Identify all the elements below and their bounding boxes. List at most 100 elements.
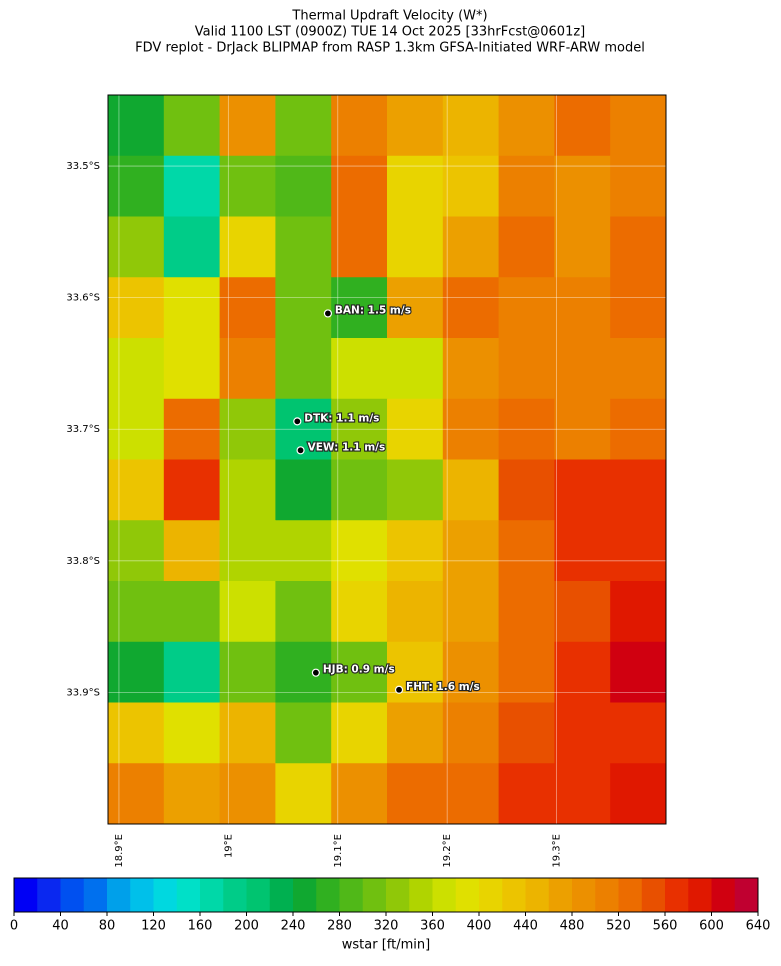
heat-cell [554,702,611,764]
colorbar-bin [734,878,759,912]
heat-cell [554,216,611,278]
heat-cell [442,581,500,643]
colorbar-bin [223,878,247,912]
heat-cell [610,581,667,643]
heat-cell [219,95,276,157]
colorbar-tick-label: 40 [52,919,69,934]
x-tick-label: 19°E [223,834,234,858]
heat-cell [275,702,332,764]
heat-cell [498,277,555,339]
heat-cell [442,459,500,521]
station-marker [394,685,404,694]
colorbar-bin [176,878,201,912]
colorbar-tick-label: 80 [99,919,116,934]
heat-cell [610,520,667,582]
heat-cell [442,702,500,764]
colorbar-bin [618,878,643,912]
colorbar-bin [386,878,410,912]
colorbar-bin [595,878,619,912]
x-tick-label: 19.3°E [552,834,563,868]
colorbar-tick-label: 640 [746,919,771,934]
colorbar-label: wstar [ft/min] [342,938,430,953]
heat-cell [108,155,165,217]
y-tick-label: 33.7°S [66,424,100,435]
heat-cell [554,581,611,643]
heat-cell [442,641,500,703]
heat-cell [498,338,555,400]
heat-cell [108,520,165,582]
heat-cell [163,95,221,157]
heat-cell [108,216,165,278]
colorbar-bin [269,878,294,912]
heat-cell [387,581,444,643]
y-tick-label: 33.6°S [66,293,100,304]
heat-cell [387,216,444,278]
heat-cell [219,216,276,278]
heat-cell [331,581,388,643]
heat-cell [331,520,388,582]
heat-cell [554,338,611,400]
heat-cell [163,581,221,643]
heat-cell [442,338,500,400]
colorbar-tick-label: 560 [653,919,678,934]
colorbar-tick-label: 200 [234,919,259,934]
colorbar-bin [153,878,178,912]
colorbar-bin [572,878,596,912]
heat-cell [554,155,611,217]
heat-cell [498,520,555,582]
heat-cell [610,216,667,278]
colorbar-tick-label: 520 [606,919,631,934]
colorbar-bin [200,878,224,912]
heat-cell [442,763,500,825]
colorbar-tick-label: 440 [513,919,538,934]
heat-cell [275,459,332,521]
colorbar-bin [711,878,736,912]
colorbar-tick-label: 320 [374,919,399,934]
colorbar-tick-label: 360 [420,919,445,934]
heat-cell [108,338,165,400]
colorbar-tick-label: 280 [327,919,352,934]
heat-cell [610,338,667,400]
heat-cell [554,277,611,339]
heat-cell [108,581,165,643]
heat-cell [442,95,500,157]
heat-cell [442,155,500,217]
colorbar-tick-label: 480 [560,919,585,934]
heat-cell [387,95,444,157]
heat-cell [219,520,276,582]
colorbar-bin [293,878,317,912]
heat-cell [610,95,667,157]
heat-cell [442,277,500,339]
station-label: VEW: 1.1 m/s [308,441,386,453]
heat-cell [554,95,611,157]
colorbar-tick-label: 400 [467,919,492,934]
heat-cell [219,581,276,643]
map-frame [107,94,667,825]
heat-cell [498,581,555,643]
heat-cell [219,338,276,400]
heat-cell [387,763,444,825]
station-marker [311,668,320,677]
heat-cell [275,581,332,643]
heat-cell [387,702,444,764]
heat-cell [387,520,444,582]
heat-cell [275,155,332,217]
heat-cell [331,155,388,217]
heat-cell [219,277,276,339]
heat-cell [163,155,221,217]
heat-cell [275,216,332,278]
y-tick-label: 33.5°S [66,161,100,172]
heat-cell [498,95,555,157]
heat-cell [219,763,276,825]
heat-cell [498,702,555,764]
heat-cell [108,95,165,157]
heat-cell [610,763,667,825]
heat-cell [163,277,221,339]
y-tick-label: 33.8°S [66,556,100,567]
map: BAN: 1.5 m/s DTK: 1.1 m/s VEW: 1.1 m/s HJB:… [107,94,667,825]
colorbar-tick-label: 120 [141,919,166,934]
heat-cell [331,459,388,521]
colorbar-bin [502,878,526,912]
chart-subtitle: FDV replot - DrJack BLIPMAP from RASP 1.… [135,41,645,56]
x-tick-label: 19.1°E [333,834,344,868]
